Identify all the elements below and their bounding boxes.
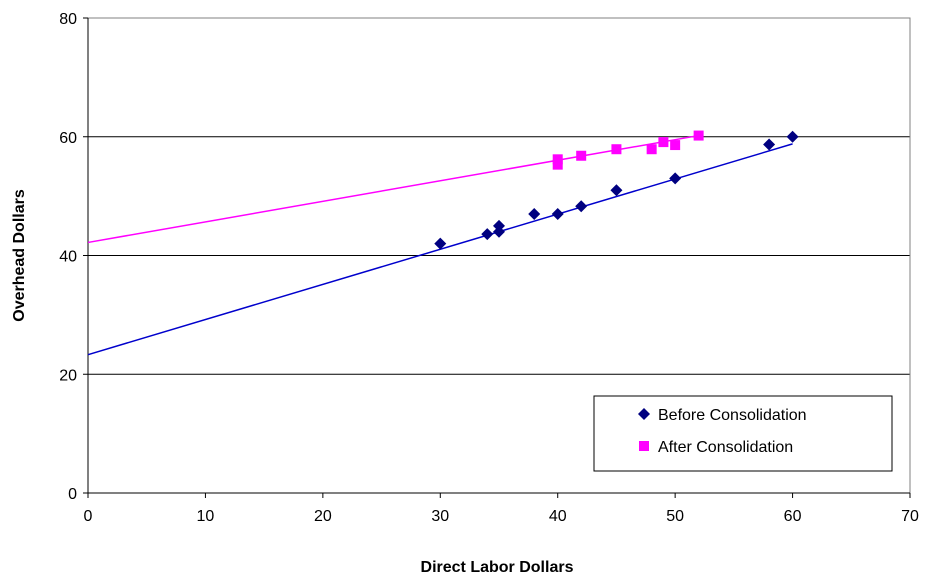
legend: Before Consolidation After Consolidation bbox=[593, 395, 893, 472]
legend-label: After Consolidation bbox=[658, 439, 793, 456]
x-tick-label: 60 bbox=[784, 508, 802, 525]
y-axis-title: Overhead Dollars bbox=[11, 189, 28, 322]
data-point bbox=[610, 184, 623, 197]
x-tick-label: 50 bbox=[666, 508, 684, 525]
data-points bbox=[434, 130, 799, 250]
tick-labels: 0 10 20 30 40 50 60 70 0 20 40 60 80 bbox=[59, 11, 919, 525]
y-tick-label: 40 bbox=[59, 249, 77, 266]
data-point bbox=[575, 200, 588, 213]
x-tick-label: 10 bbox=[197, 508, 215, 525]
y-tick-label: 0 bbox=[68, 486, 77, 503]
legend-marker bbox=[639, 441, 649, 451]
data-point bbox=[646, 144, 657, 155]
data-point bbox=[481, 228, 494, 241]
data-point bbox=[434, 237, 447, 250]
x-tick-label: 0 bbox=[84, 508, 93, 525]
x-tick-label: 40 bbox=[549, 508, 567, 525]
data-point bbox=[552, 154, 563, 165]
y-tick-label: 60 bbox=[59, 130, 77, 147]
legend-marker bbox=[638, 408, 650, 420]
data-point bbox=[528, 207, 541, 220]
data-point bbox=[693, 130, 704, 141]
y-tick-label: 20 bbox=[59, 367, 77, 384]
data-point bbox=[551, 207, 564, 220]
data-point bbox=[611, 144, 622, 155]
gridlines bbox=[88, 17, 910, 375]
y-tick-label: 80 bbox=[59, 11, 77, 28]
data-point bbox=[670, 140, 681, 151]
data-point bbox=[669, 172, 682, 185]
trendline bbox=[87, 134, 699, 244]
data-point bbox=[552, 159, 563, 170]
data-point bbox=[576, 150, 587, 161]
x-tick-label: 20 bbox=[314, 508, 332, 525]
data-point bbox=[493, 219, 505, 232]
x-tick-label: 70 bbox=[901, 508, 919, 525]
data-point bbox=[786, 130, 799, 143]
x-tick-label: 30 bbox=[431, 508, 449, 525]
data-point bbox=[763, 138, 776, 151]
legend-label: Before Consolidation bbox=[658, 407, 807, 424]
data-point bbox=[658, 137, 669, 148]
axes bbox=[83, 17, 911, 498]
x-axis-title: Direct Labor Dollars bbox=[421, 559, 574, 576]
